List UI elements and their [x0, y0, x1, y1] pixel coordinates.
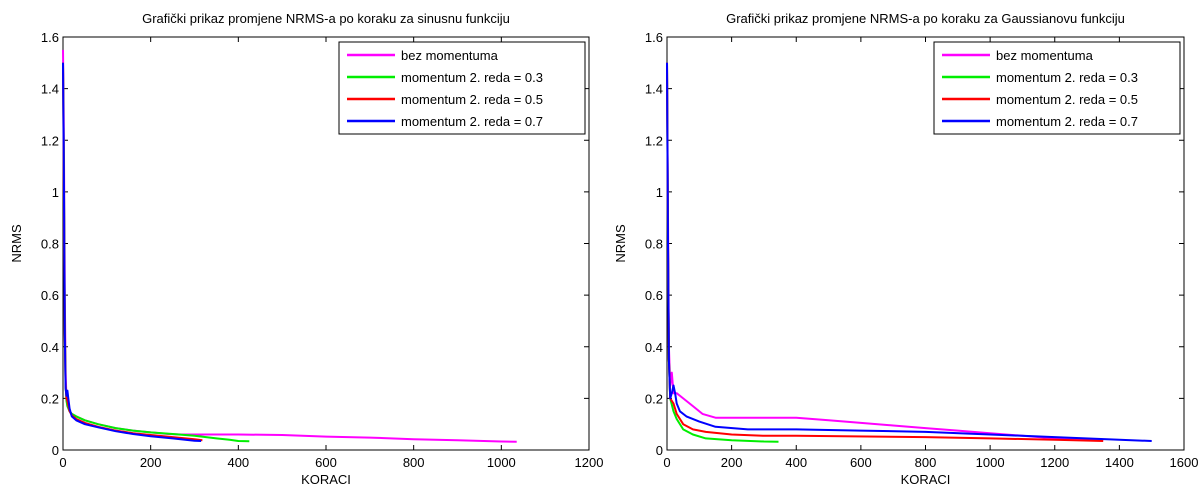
y-tick-label: 1.4: [41, 82, 59, 97]
x-tick-label: 600: [315, 455, 337, 470]
y-tick-label: 0.8: [41, 237, 59, 252]
y-tick-label: 1.4: [645, 82, 663, 97]
x-tick-label: 200: [140, 455, 162, 470]
x-tick-label: 800: [915, 455, 937, 470]
y-tick-label: 0: [52, 443, 59, 458]
x-axis-label: KORACI: [901, 472, 951, 487]
y-tick-label: 0.6: [41, 288, 59, 303]
x-axis-label: KORACI: [301, 472, 351, 487]
legend-box: [933, 41, 1181, 135]
legend-label-3: momentum 2. reda = 0.5: [996, 92, 1138, 107]
y-tick-label: 0.4: [645, 340, 663, 355]
y-tick-label: 1.6: [41, 30, 59, 45]
legend: bez momentuma momentum 2. reda = 0.3 momen…: [338, 41, 586, 135]
x-tick-label: 1000: [976, 455, 1005, 470]
y-tick-label: 0.2: [41, 391, 59, 406]
x-tick-label: 200: [721, 455, 743, 470]
x-tick-label: 800: [403, 455, 425, 470]
x-tick-label: 0: [59, 455, 66, 470]
legend-label-4: momentum 2. reda = 0.7: [401, 114, 543, 129]
x-tick-label: 400: [785, 455, 807, 470]
legend-box: [338, 41, 586, 135]
x-tick-label: 0: [663, 455, 670, 470]
legend: bez momentuma momentum 2. reda = 0.3 momen…: [933, 41, 1181, 135]
chart-title: Grafički prikaz promjene NRMS-a po korak…: [142, 11, 510, 26]
x-tick-label: 400: [227, 455, 249, 470]
legend-label-4: momentum 2. reda = 0.7: [996, 114, 1138, 129]
y-tick-label: 1.2: [41, 133, 59, 148]
legend-label-2: momentum 2. reda = 0.3: [401, 70, 543, 85]
y-axis-label: NRMS: [9, 224, 24, 263]
y-tick-label: 0.6: [645, 288, 663, 303]
y-tick-label: 0: [656, 443, 663, 458]
y-tick-label: 0.2: [645, 391, 663, 406]
series-line-4: [666, 62, 1152, 442]
y-tick-label: 1.6: [645, 30, 663, 45]
x-tick-label: 1200: [1040, 455, 1069, 470]
x-tick-label: 1000: [487, 455, 516, 470]
y-tick-label: 1: [656, 185, 663, 200]
legend-label-1: bez momentuma: [401, 48, 499, 63]
y-tick-label: 1: [52, 185, 59, 200]
chart-title: Grafički prikaz promjene NRMS-a po korak…: [726, 11, 1125, 26]
x-tick-label: 1200: [575, 455, 604, 470]
y-axis-label: NRMS: [613, 224, 628, 263]
legend-label-2: momentum 2. reda = 0.3: [996, 70, 1138, 85]
legend-label-1: bez momentuma: [996, 48, 1094, 63]
y-tick-label: 0.8: [645, 237, 663, 252]
y-tick-label: 0.4: [41, 340, 59, 355]
chart-2: Grafički prikaz promjene NRMS-a po korak…: [613, 11, 1198, 487]
series-line-4: [62, 62, 202, 442]
series-line-1: [666, 62, 1104, 441]
y-tick-label: 1.2: [645, 133, 663, 148]
chart-1: Grafički prikaz promjene NRMS-a po korak…: [9, 11, 603, 487]
legend-label-3: momentum 2. reda = 0.5: [401, 92, 543, 107]
x-tick-label: 1400: [1105, 455, 1134, 470]
x-tick-label: 1600: [1170, 455, 1199, 470]
x-tick-label: 600: [850, 455, 872, 470]
